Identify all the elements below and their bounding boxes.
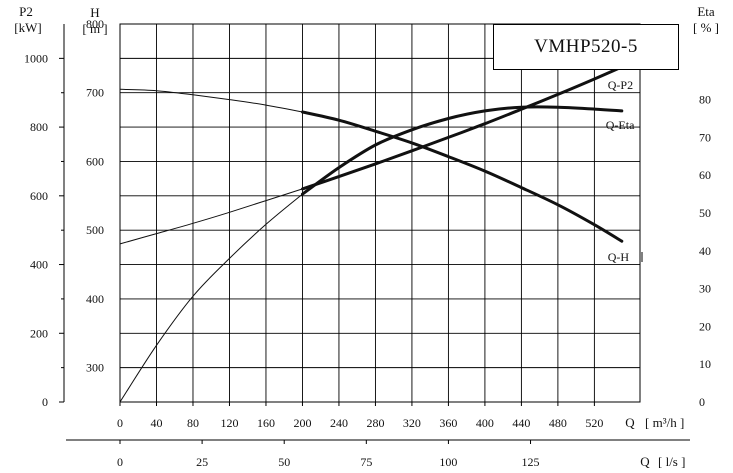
eta-axis-unit: [ % ]: [693, 20, 719, 35]
ls-tick-label: 75: [360, 455, 372, 469]
h-tick-label: 700: [86, 86, 104, 100]
ls-tick-label: 125: [522, 455, 540, 469]
axis-layer: [59, 24, 690, 444]
m3h-tick-label: 400: [476, 416, 494, 430]
m3h-tick-label: 480: [549, 416, 567, 430]
p2-tick-label: 600: [30, 189, 48, 203]
m3h-tick-label: 40: [150, 416, 162, 430]
ls-tick-label: 100: [439, 455, 457, 469]
m3h-tick-label: 240: [330, 416, 348, 430]
curve-q-h-thin: [119, 88, 303, 113]
curve-label-q-eta: Q-Eta: [606, 118, 635, 132]
ls-tick-label: 0: [117, 455, 123, 469]
eta-tick-label: 20: [699, 319, 711, 333]
curve-q-h-bold: [301, 110, 624, 243]
eta-tick-label: 40: [699, 244, 711, 258]
eta-tick-label: 80: [699, 93, 711, 107]
chart-title-box: VMHP520-5: [493, 24, 679, 70]
h-tick-label: 800: [86, 17, 104, 31]
m3h-axis-unit: [ m³/h ]: [645, 415, 684, 430]
m3h-axis-label: Q: [625, 415, 635, 430]
label-layer: 02004006008001000P2[kW]30040050060070080…: [14, 4, 719, 469]
curve-q-p2-thin: [119, 188, 303, 245]
m3h-tick-label: 280: [366, 416, 384, 430]
curve-label-q-h: Q-H: [608, 250, 630, 264]
ls-axis-label: Q: [640, 454, 650, 469]
p2-tick-label: 400: [30, 258, 48, 272]
m3h-tick-label: 320: [403, 416, 421, 430]
ls-tick-label: 50: [278, 455, 290, 469]
p2-axis-unit: [kW]: [14, 20, 41, 35]
eta-tick-label: 0: [699, 395, 705, 409]
curve-q-eta-thin: [119, 193, 303, 403]
h-axis-label: H: [90, 5, 99, 20]
curve-layer: [119, 65, 624, 403]
p2-tick-label: 0: [42, 395, 48, 409]
ls-axis-unit: [ l/s ]: [658, 454, 685, 469]
h-tick-label: 600: [86, 154, 104, 168]
curve-q-eta-bold: [301, 105, 624, 196]
h-axis-unit: [ m ]: [82, 21, 107, 36]
h-tick-label: 400: [86, 292, 104, 306]
chart-title: VMHP520-5: [534, 36, 638, 57]
p2-tick-label: 200: [30, 326, 48, 340]
m3h-tick-label: 440: [512, 416, 530, 430]
m3h-tick-label: 520: [585, 416, 603, 430]
curve-label-q-p2: Q-P2: [608, 78, 633, 92]
m3h-tick-label: 160: [257, 416, 275, 430]
h-tick-label: 500: [86, 223, 104, 237]
plot-frame: [119, 23, 641, 403]
ls-tick-label: 25: [196, 455, 208, 469]
m3h-tick-label: 80: [187, 416, 199, 430]
p2-tick-label: 1000: [24, 51, 48, 65]
eta-tick-label: 50: [699, 206, 711, 220]
p2-tick-label: 800: [30, 120, 48, 134]
h-tick-label: 300: [86, 361, 104, 375]
grid-layer: [119, 23, 641, 403]
eta-tick-label: 30: [699, 282, 711, 296]
eta-tick-label: 70: [699, 130, 711, 144]
m3h-tick-label: 120: [220, 416, 238, 430]
curve-q-p2-bold: [301, 65, 624, 191]
eta-tick-label: 60: [699, 168, 711, 182]
m3h-tick-label: 0: [117, 416, 123, 430]
m3h-tick-label: 360: [439, 416, 457, 430]
m3h-tick-label: 200: [293, 416, 311, 430]
p2-axis-label: P2: [19, 4, 33, 19]
eta-tick-label: 10: [699, 357, 711, 371]
eta-axis-label: Eta: [697, 4, 715, 19]
